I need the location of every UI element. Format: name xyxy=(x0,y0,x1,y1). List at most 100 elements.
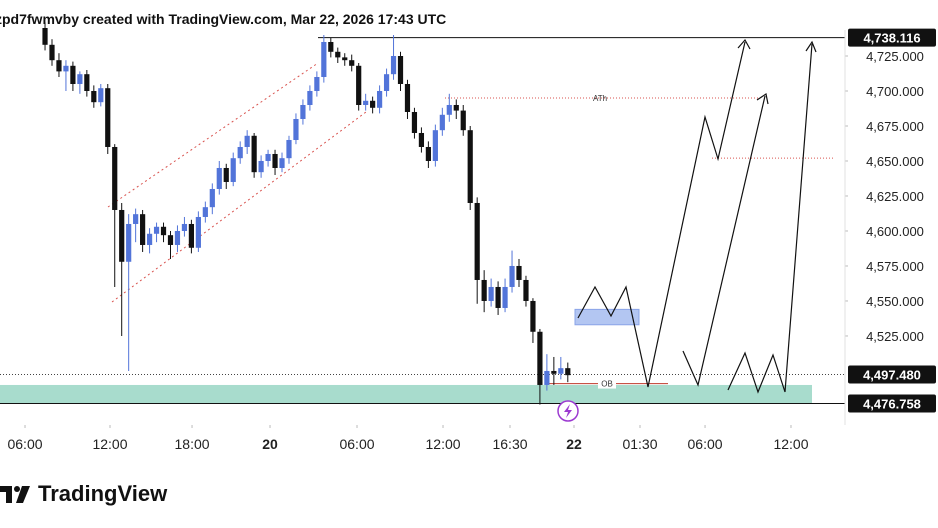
price-label: 4,476.758 xyxy=(863,397,921,412)
candle-body xyxy=(397,55,404,84)
candle-body xyxy=(474,202,480,280)
lightning xyxy=(564,404,572,418)
logo-dot xyxy=(14,486,20,492)
candle-body xyxy=(63,65,69,72)
candle-body xyxy=(363,100,369,105)
y-tick-label: 4,625.000 xyxy=(866,189,924,204)
candle-body xyxy=(349,60,355,66)
y-tick-label: 4,600.000 xyxy=(866,224,924,239)
projections xyxy=(577,38,817,394)
candle-body xyxy=(140,214,146,245)
candle-body xyxy=(432,130,438,161)
arrowhead xyxy=(756,93,769,105)
candle-body xyxy=(544,370,550,385)
candle-body xyxy=(516,265,522,280)
candle-body xyxy=(258,160,264,173)
candle-body xyxy=(223,167,229,182)
candle-body xyxy=(328,41,334,52)
candle-body xyxy=(230,158,236,182)
candle-body xyxy=(439,114,445,131)
ob-label: OB xyxy=(601,380,613,389)
candle-body xyxy=(418,132,425,147)
candle-body xyxy=(335,51,341,58)
candle-body xyxy=(174,230,181,245)
candle-body xyxy=(495,286,501,308)
candle-body xyxy=(404,83,411,112)
price-label-box xyxy=(848,394,936,413)
y-tick-label: 4,525.000 xyxy=(866,329,924,344)
logo-mark xyxy=(16,486,30,503)
arrowhead xyxy=(805,40,817,53)
candles xyxy=(42,22,571,405)
demand-zone xyxy=(0,384,812,404)
candle-body xyxy=(112,146,118,210)
x-tick-label: 06:00 xyxy=(339,436,374,452)
price-label-box xyxy=(848,365,936,384)
x-tick-label: 16:30 xyxy=(492,436,527,452)
candle-body xyxy=(105,88,111,147)
logo-mark xyxy=(0,486,12,503)
candle-body xyxy=(530,300,536,332)
candle-body xyxy=(244,135,250,147)
candle-body xyxy=(91,90,97,103)
candle-body xyxy=(70,65,76,84)
projection-path xyxy=(727,43,813,394)
candle-body xyxy=(293,118,299,140)
candle-body xyxy=(202,207,208,217)
candle-body xyxy=(167,235,174,245)
candle-body xyxy=(286,139,292,159)
candle-body xyxy=(279,158,285,168)
x-tick-label: 01:30 xyxy=(622,436,657,452)
x-tick-label: 12:00 xyxy=(92,436,127,452)
candle-body xyxy=(146,233,153,245)
candle-body xyxy=(551,370,557,374)
zones: ATh OB xyxy=(0,37,845,405)
candle-body xyxy=(98,88,104,103)
candle-body xyxy=(460,110,466,131)
x-tick-label: 22 xyxy=(566,436,582,452)
y-tick-label: 4,725.000 xyxy=(866,49,924,64)
candle-body xyxy=(481,279,487,301)
candle-body xyxy=(195,216,201,248)
candle-body xyxy=(160,226,167,236)
x-tick-label: 12:00 xyxy=(426,436,461,452)
y-tick-label: 4,575.000 xyxy=(866,259,924,274)
x-tick-label: 20 xyxy=(262,436,278,452)
candle-body xyxy=(153,226,160,234)
candle-body xyxy=(488,286,494,301)
candle-body xyxy=(446,104,452,115)
y-tick-label: 4,650.000 xyxy=(866,154,924,169)
candle-body xyxy=(565,368,571,376)
candle-body xyxy=(467,130,473,203)
candle-body xyxy=(425,146,431,161)
price-label: 4,738.116 xyxy=(863,31,920,46)
projection-path xyxy=(682,95,766,387)
candle-body xyxy=(188,223,195,248)
axes: 4,738.116 4,497.480 4,476.758 4,525.000 4,55… xyxy=(7,28,936,452)
price-label-box xyxy=(848,28,936,47)
candle-body xyxy=(342,57,348,61)
candle-body xyxy=(77,74,83,84)
y-tick-label: 4,550.000 xyxy=(866,294,924,309)
candle-body xyxy=(453,104,459,111)
candle-body xyxy=(56,60,62,72)
candle-body xyxy=(300,104,306,119)
candle-body xyxy=(558,368,564,374)
candle-body xyxy=(411,111,418,133)
candle-body xyxy=(84,74,90,91)
candle-body xyxy=(216,167,222,189)
footer-brand: TradingView xyxy=(38,481,168,506)
candle-body xyxy=(251,135,257,173)
candle-body xyxy=(370,100,376,108)
candle-body xyxy=(314,76,320,91)
logo: TradingView xyxy=(0,481,168,506)
x-tick-label: 12:00 xyxy=(773,436,808,452)
candle-body xyxy=(181,223,188,231)
candle-body xyxy=(237,146,243,159)
candle-body xyxy=(272,153,278,168)
candle-body xyxy=(509,265,515,287)
candle-body xyxy=(126,223,132,262)
header: zpd7fwmvby created with TradingView.com,… xyxy=(0,11,446,27)
